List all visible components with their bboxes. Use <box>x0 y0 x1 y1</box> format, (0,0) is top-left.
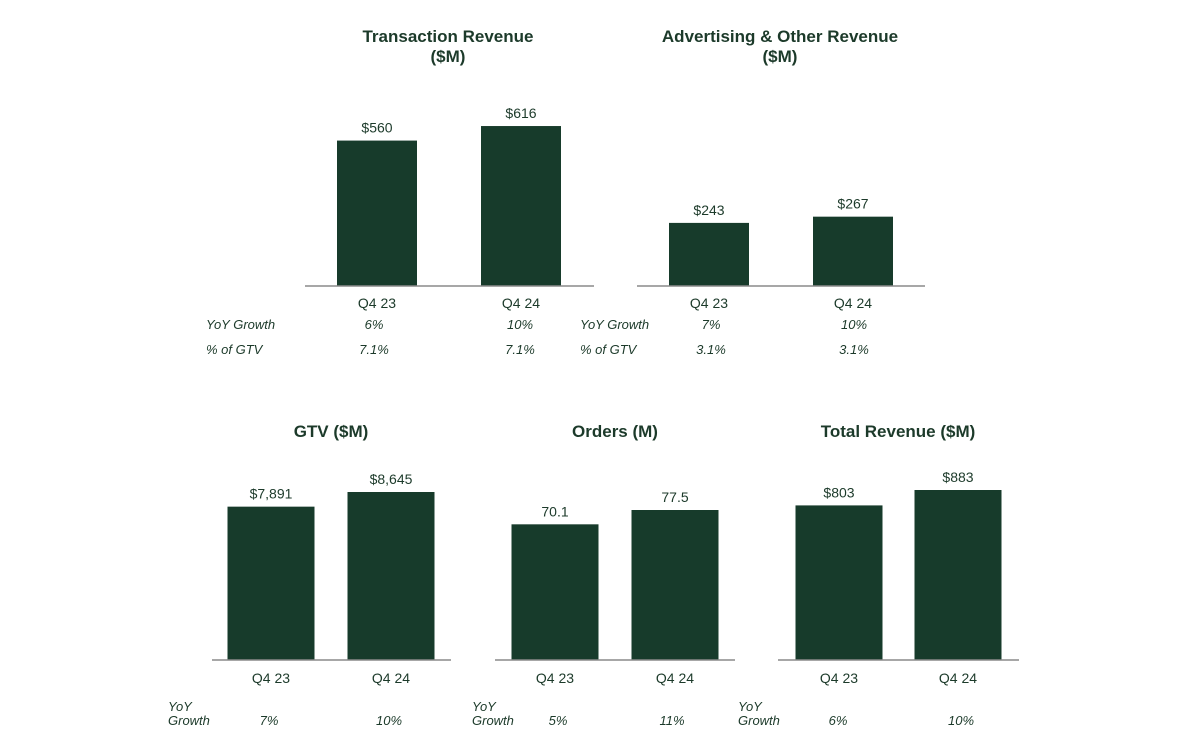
chart-1-value-label: $616 <box>505 105 536 121</box>
chart-1-tick-label: Q4 24 <box>502 295 540 311</box>
chart-1-title: Transaction Revenue <box>362 27 533 46</box>
chart-5-metric-label-line-2: Growth <box>738 713 780 728</box>
chart-3-metric-value: 10% <box>376 713 402 728</box>
chart-2-metric-value: 10% <box>841 317 867 332</box>
chart-2-value-label: $243 <box>693 202 724 218</box>
chart-1-bar-q4-24 <box>481 126 561 286</box>
chart-2-tick-label: Q4 23 <box>690 295 728 311</box>
chart-2-bar-q4-24 <box>813 216 893 286</box>
chart-3-metric-label-line-2: Growth <box>168 713 210 728</box>
chart-3-bar-q4-24 <box>347 492 435 660</box>
chart-4-tick-label: Q4 24 <box>656 670 694 686</box>
chart-3-metric-value: 7% <box>260 713 279 728</box>
chart-4-metric-label: YoY <box>472 699 497 714</box>
chart-3-tick-label: Q4 23 <box>252 670 290 686</box>
chart-1-metric-value: 7.1% <box>505 342 535 357</box>
chart-5-metric-label: YoY <box>738 699 763 714</box>
chart-1-value-label: $560 <box>361 120 392 136</box>
chart-5-metric-value: 6% <box>829 713 848 728</box>
chart-1-metric-value: 6% <box>365 317 384 332</box>
chart-2-title-line-2: ($M) <box>763 47 798 66</box>
chart-4-metric-value: 11% <box>659 713 684 728</box>
chart-5-tick-label: Q4 24 <box>939 670 977 686</box>
chart-4-bar-q4-24 <box>631 510 719 660</box>
chart-1-metric-label: YoY Growth <box>206 317 275 332</box>
chart-1-metric-value: 7.1% <box>359 342 389 357</box>
chart-2-metric-value: 7% <box>702 317 721 332</box>
chart-1-metric-value: 10% <box>507 317 533 332</box>
chart-5-title: Total Revenue ($M) <box>821 422 976 441</box>
chart-2-metric-label: YoY Growth <box>580 317 649 332</box>
chart-2-metric-value: 3.1% <box>696 342 726 357</box>
chart-2-title: Advertising & Other Revenue <box>662 27 898 46</box>
chart-4-title: Orders (M) <box>572 422 658 441</box>
chart-3-bar-q4-23 <box>227 506 315 660</box>
chart-3-metric-label: YoY <box>168 699 193 714</box>
chart-5-metric-value: 10% <box>948 713 974 728</box>
chart-5-tick-label: Q4 23 <box>820 670 858 686</box>
chart-2-metric-value: 3.1% <box>839 342 869 357</box>
chart-1-metric-label: % of GTV <box>206 342 264 357</box>
chart-4-metric-label-line-2: Growth <box>472 713 514 728</box>
chart-1-title-line-2: ($M) <box>431 47 466 66</box>
chart-2-metric-label: % of GTV <box>580 342 638 357</box>
chart-4-value-label: 70.1 <box>541 503 568 519</box>
chart-3-value-label: $8,645 <box>370 471 413 487</box>
chart-5-value-label: $883 <box>942 469 973 485</box>
chart-4-value-label: 77.5 <box>661 489 688 505</box>
chart-3-value-label: $7,891 <box>250 486 293 502</box>
chart-4-metric-value: 5% <box>549 713 568 728</box>
chart-3-tick-label: Q4 24 <box>372 670 410 686</box>
chart-3-title: GTV ($M) <box>294 422 369 441</box>
chart-1-bar-q4-23 <box>337 140 417 286</box>
chart-5-bar-q4-23 <box>795 505 883 660</box>
chart-2-value-label: $267 <box>837 196 868 212</box>
chart-4-tick-label: Q4 23 <box>536 670 574 686</box>
chart-2-tick-label: Q4 24 <box>834 295 872 311</box>
chart-2-bar-q4-23 <box>669 222 749 286</box>
chart-1-tick-label: Q4 23 <box>358 295 396 311</box>
chart-4-bar-q4-23 <box>511 524 599 660</box>
chart-5-bar-q4-24 <box>914 490 1002 660</box>
chart-5-value-label: $803 <box>823 484 854 500</box>
